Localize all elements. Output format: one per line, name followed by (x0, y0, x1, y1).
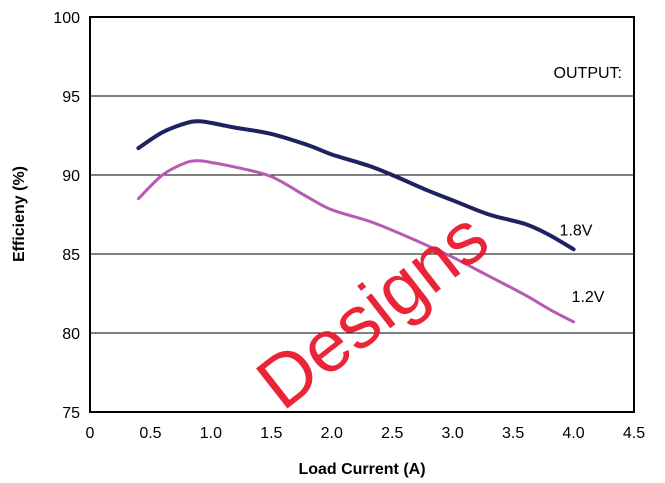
x-tick-labels: 0 0.5 1.0 1.5 2.0 2.5 3.0 3.5 4.0 4.5 (86, 425, 646, 442)
x-tick-label: 4.5 (623, 425, 645, 442)
x-tick-label: 2.0 (321, 425, 343, 442)
y-tick-labels: 75 80 85 90 95 100 (53, 10, 80, 422)
x-tick-label: 0 (86, 425, 95, 442)
grid-lines (90, 95, 634, 334)
series-line-1-2V (136, 159, 576, 324)
output-annotation: OUTPUT: (554, 65, 622, 82)
series-label-1-8V: 1.8V (560, 222, 593, 239)
y-tick-label: 100 (53, 10, 80, 27)
y-tick-label: 80 (62, 326, 80, 343)
series-labels: 1.8V 1.2V (560, 222, 605, 306)
watermark-text: Designs (241, 195, 503, 425)
x-tick-label: 4.0 (562, 425, 584, 442)
x-axis-title: Load Current (A) (298, 461, 425, 478)
x-tick-label: 1.0 (200, 425, 222, 442)
series-group (136, 119, 576, 324)
x-tick-label: 3.5 (502, 425, 524, 442)
plot-frame (89, 16, 635, 413)
y-tick-label: 75 (62, 405, 80, 422)
y-tick-label: 90 (62, 168, 80, 185)
x-tick-label: 2.5 (381, 425, 403, 442)
y-tick-label: 95 (62, 89, 80, 106)
series-line-1-8V (136, 119, 576, 252)
y-axis-title: Efficieny (%) (11, 166, 28, 262)
x-tick-label: 1.5 (260, 425, 282, 442)
y-tick-label: 85 (62, 247, 80, 264)
series-label-1-2V: 1.2V (572, 289, 605, 306)
x-tick-label: 0.5 (139, 425, 161, 442)
x-tick-label: 3.0 (442, 425, 464, 442)
